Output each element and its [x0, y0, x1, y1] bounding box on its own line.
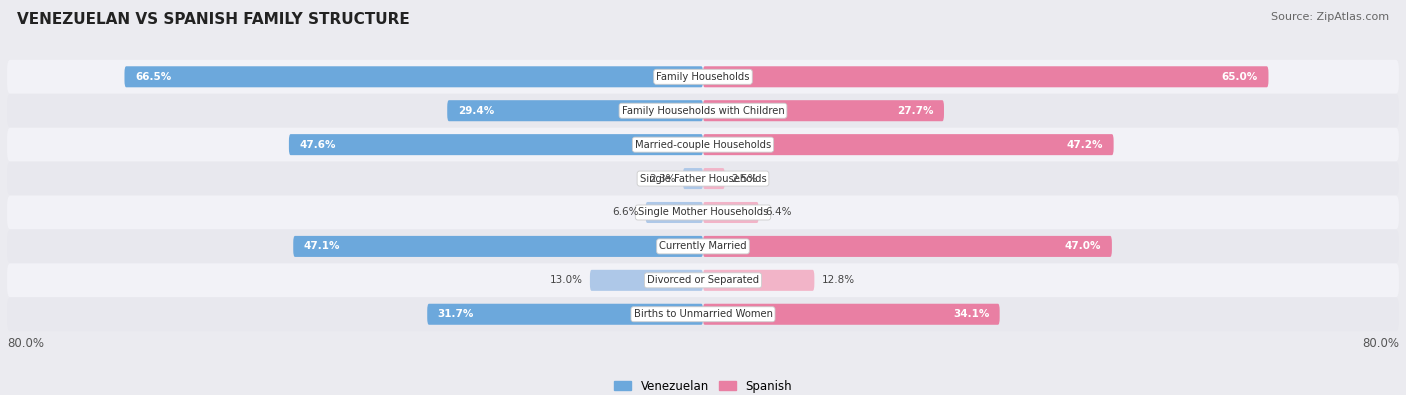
Text: 13.0%: 13.0%: [550, 275, 583, 285]
FancyBboxPatch shape: [703, 236, 1112, 257]
FancyBboxPatch shape: [683, 168, 703, 189]
FancyBboxPatch shape: [447, 100, 703, 121]
Text: 12.8%: 12.8%: [821, 275, 855, 285]
Text: 66.5%: 66.5%: [135, 72, 172, 82]
FancyBboxPatch shape: [7, 229, 1399, 263]
Text: Source: ZipAtlas.com: Source: ZipAtlas.com: [1271, 12, 1389, 22]
Text: Family Households with Children: Family Households with Children: [621, 106, 785, 116]
Text: Divorced or Separated: Divorced or Separated: [647, 275, 759, 285]
Text: 80.0%: 80.0%: [1362, 337, 1399, 350]
Text: Single Mother Households: Single Mother Households: [638, 207, 768, 218]
Text: 2.3%: 2.3%: [650, 173, 676, 184]
FancyBboxPatch shape: [703, 202, 759, 223]
FancyBboxPatch shape: [7, 162, 1399, 196]
Text: Married-couple Households: Married-couple Households: [636, 140, 770, 150]
Text: VENEZUELAN VS SPANISH FAMILY STRUCTURE: VENEZUELAN VS SPANISH FAMILY STRUCTURE: [17, 12, 409, 27]
Text: 47.0%: 47.0%: [1064, 241, 1101, 251]
Text: 6.4%: 6.4%: [766, 207, 792, 218]
FancyBboxPatch shape: [7, 94, 1399, 128]
Text: 2.5%: 2.5%: [731, 173, 758, 184]
Text: Single Father Households: Single Father Households: [640, 173, 766, 184]
Text: 47.6%: 47.6%: [299, 140, 336, 150]
Legend: Venezuelan, Spanish: Venezuelan, Spanish: [609, 375, 797, 395]
FancyBboxPatch shape: [7, 128, 1399, 162]
Text: Births to Unmarried Women: Births to Unmarried Women: [634, 309, 772, 319]
Text: 31.7%: 31.7%: [437, 309, 474, 319]
FancyBboxPatch shape: [703, 100, 943, 121]
FancyBboxPatch shape: [703, 168, 724, 189]
Text: 27.7%: 27.7%: [897, 106, 934, 116]
FancyBboxPatch shape: [427, 304, 703, 325]
Text: 34.1%: 34.1%: [953, 309, 990, 319]
Text: 80.0%: 80.0%: [7, 337, 44, 350]
Text: 29.4%: 29.4%: [458, 106, 494, 116]
Text: Currently Married: Currently Married: [659, 241, 747, 251]
FancyBboxPatch shape: [703, 270, 814, 291]
FancyBboxPatch shape: [703, 134, 1114, 155]
FancyBboxPatch shape: [7, 263, 1399, 297]
Text: 65.0%: 65.0%: [1222, 72, 1258, 82]
Text: Family Households: Family Households: [657, 72, 749, 82]
Text: 47.1%: 47.1%: [304, 241, 340, 251]
Text: 6.6%: 6.6%: [612, 207, 638, 218]
FancyBboxPatch shape: [294, 236, 703, 257]
FancyBboxPatch shape: [703, 66, 1268, 87]
FancyBboxPatch shape: [7, 297, 1399, 331]
FancyBboxPatch shape: [703, 304, 1000, 325]
FancyBboxPatch shape: [288, 134, 703, 155]
FancyBboxPatch shape: [125, 66, 703, 87]
FancyBboxPatch shape: [591, 270, 703, 291]
Text: 47.2%: 47.2%: [1067, 140, 1104, 150]
FancyBboxPatch shape: [645, 202, 703, 223]
FancyBboxPatch shape: [7, 196, 1399, 229]
FancyBboxPatch shape: [7, 60, 1399, 94]
